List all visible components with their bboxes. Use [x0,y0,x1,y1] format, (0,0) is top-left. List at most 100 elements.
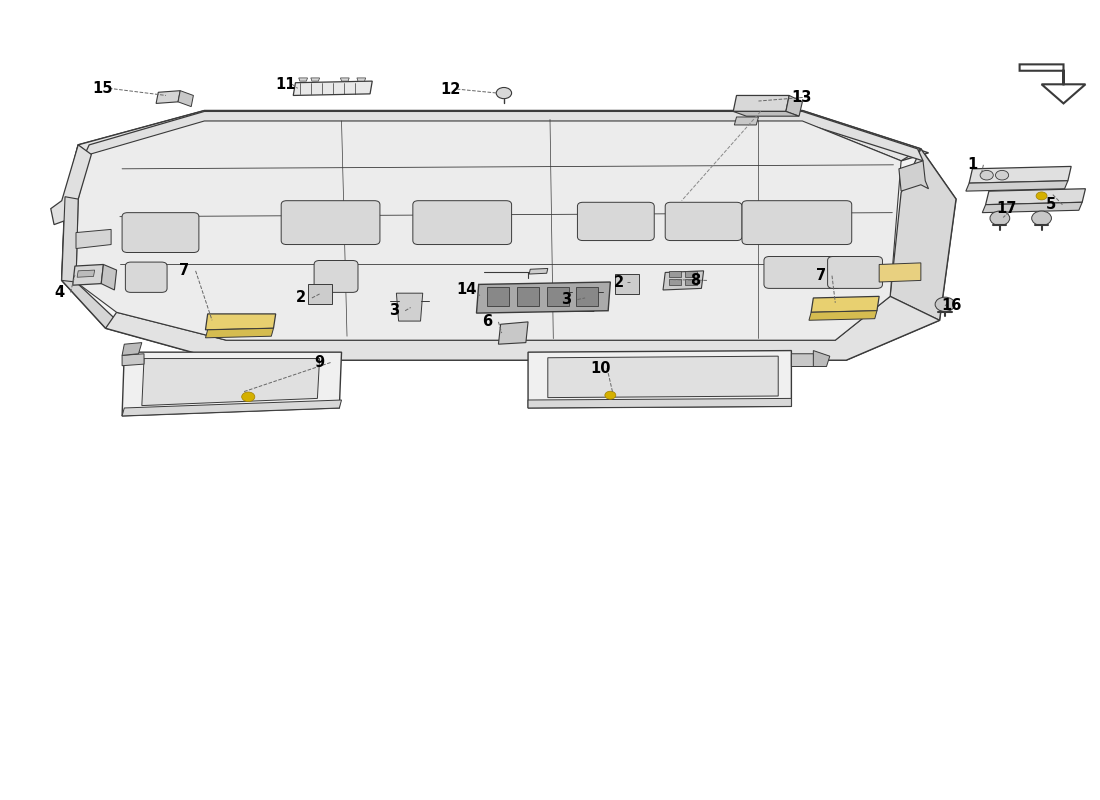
Polygon shape [206,328,274,338]
Circle shape [605,391,616,399]
Polygon shape [528,398,791,408]
Polygon shape [879,263,921,282]
Circle shape [1032,211,1052,226]
Text: 1: 1 [967,158,977,172]
Polygon shape [62,197,78,282]
Polygon shape [122,352,341,416]
Circle shape [1036,192,1047,200]
Polygon shape [669,279,681,286]
Polygon shape [734,95,789,111]
Polygon shape [299,78,308,81]
Circle shape [990,211,1010,226]
Polygon shape [77,270,95,278]
FancyBboxPatch shape [666,202,743,241]
Polygon shape [156,90,180,103]
FancyBboxPatch shape [764,257,840,288]
Polygon shape [76,121,901,340]
Polygon shape [308,284,332,304]
Polygon shape [986,189,1086,205]
Polygon shape [294,81,372,95]
Polygon shape [735,117,759,125]
Polygon shape [615,274,639,294]
Polygon shape [122,400,341,416]
Text: 3: 3 [561,292,571,307]
Text: 15: 15 [92,81,113,96]
Text: 8: 8 [691,273,701,288]
Polygon shape [899,161,928,191]
FancyBboxPatch shape [282,201,380,245]
Text: 2: 2 [296,290,306,306]
Polygon shape [685,271,697,278]
Circle shape [996,170,1009,180]
Text: 16: 16 [942,298,961,314]
Text: 12: 12 [440,82,461,97]
Polygon shape [663,271,704,290]
Polygon shape [84,114,928,161]
Polygon shape [669,271,681,278]
Polygon shape [51,145,91,225]
Text: 7: 7 [815,268,826,283]
Circle shape [980,170,993,180]
FancyBboxPatch shape [742,201,851,245]
Polygon shape [396,293,422,321]
Polygon shape [785,95,802,116]
Polygon shape [791,354,815,366]
Polygon shape [517,286,539,306]
Polygon shape [178,90,194,106]
Polygon shape [311,78,320,81]
Text: 3: 3 [388,303,399,318]
Polygon shape [101,265,117,290]
Polygon shape [76,230,111,249]
Polygon shape [62,110,956,360]
Polygon shape [122,354,144,366]
Circle shape [935,297,955,311]
Polygon shape [813,350,829,366]
Polygon shape [340,78,349,81]
Polygon shape [890,149,956,320]
Polygon shape [685,279,697,286]
FancyBboxPatch shape [827,257,882,288]
FancyBboxPatch shape [122,213,199,253]
Text: 7: 7 [179,263,189,278]
FancyBboxPatch shape [578,202,654,241]
Polygon shape [966,181,1068,191]
Text: 9: 9 [315,355,324,370]
FancyBboxPatch shape [315,261,358,292]
Polygon shape [498,322,528,344]
Text: 2: 2 [614,274,624,290]
Text: 4: 4 [54,285,64,300]
Polygon shape [528,350,791,408]
Circle shape [242,392,255,402]
FancyBboxPatch shape [125,262,167,292]
FancyBboxPatch shape [412,201,512,245]
Polygon shape [529,269,548,274]
Polygon shape [969,166,1071,183]
Polygon shape [122,342,142,355]
Polygon shape [84,111,923,161]
Text: 6: 6 [482,314,492,330]
Polygon shape [811,296,879,312]
Polygon shape [142,358,320,406]
Circle shape [496,87,512,98]
Text: 5: 5 [1046,197,1056,212]
Polygon shape [576,286,598,306]
Text: 10: 10 [591,361,612,376]
Text: 14: 14 [456,282,477,298]
Polygon shape [106,296,939,360]
Polygon shape [982,202,1082,213]
Polygon shape [570,284,596,311]
Polygon shape [62,145,117,328]
Polygon shape [1020,64,1086,103]
Polygon shape [808,310,877,320]
Text: 17: 17 [997,201,1016,216]
Polygon shape [73,265,103,286]
Polygon shape [734,111,799,116]
Polygon shape [78,110,921,161]
Polygon shape [487,286,509,306]
Text: 13: 13 [791,90,812,105]
Polygon shape [547,286,569,306]
Polygon shape [356,78,365,81]
Text: 11: 11 [276,77,296,92]
Polygon shape [206,314,276,330]
Polygon shape [476,282,610,313]
